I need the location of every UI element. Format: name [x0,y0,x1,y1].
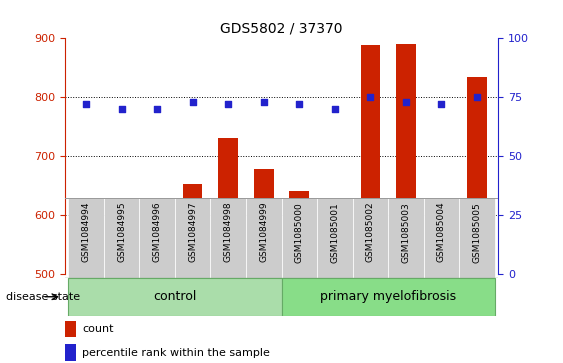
Text: GSM1084998: GSM1084998 [224,202,233,262]
Point [437,101,446,107]
Bar [77,252,96,274]
Bar [423,198,459,278]
Text: control: control [153,290,196,303]
Point [224,101,233,107]
Point [188,99,197,105]
Bar [183,184,203,274]
Bar [352,198,388,278]
Text: percentile rank within the sample: percentile rank within the sample [82,348,270,358]
Bar [68,278,282,316]
Text: GSM1084996: GSM1084996 [153,202,162,262]
Text: GSM1085003: GSM1085003 [401,202,410,262]
Point [153,106,162,112]
Bar [140,198,175,278]
Point [330,106,339,112]
Title: GDS5802 / 37370: GDS5802 / 37370 [220,21,343,36]
Text: GSM1085002: GSM1085002 [366,202,375,262]
Bar [175,198,211,278]
Bar [148,244,167,274]
Text: GSM1085004: GSM1085004 [437,202,446,262]
Text: GSM1084999: GSM1084999 [259,202,268,262]
Point [259,99,268,105]
Text: GSM1084994: GSM1084994 [82,202,91,262]
Bar [388,198,423,278]
Bar [317,198,352,278]
Text: disease state: disease state [6,292,80,302]
Bar [218,138,238,274]
Bar [112,226,131,274]
Point [82,101,91,107]
Text: GSM1085001: GSM1085001 [330,202,339,262]
Text: GSM1085005: GSM1085005 [472,202,481,262]
Bar [396,44,415,274]
Bar [65,321,75,337]
Bar [246,198,282,278]
Bar [325,212,345,274]
Bar [65,344,75,361]
Text: GSM1084997: GSM1084997 [188,202,197,262]
Bar [360,45,380,274]
Point [117,106,126,112]
Text: count: count [82,324,114,334]
Text: GSM1085000: GSM1085000 [295,202,304,262]
Bar [467,77,486,274]
Text: primary myelofibrosis: primary myelofibrosis [320,290,456,303]
Point [472,94,481,100]
Point [366,94,375,100]
Bar [254,169,274,274]
Bar [282,278,495,316]
Point [295,101,304,107]
Bar [211,198,246,278]
Bar [104,198,140,278]
Text: GSM1084995: GSM1084995 [117,202,126,262]
Bar [432,215,451,274]
Bar [282,198,317,278]
Bar [289,192,309,274]
Bar [459,198,495,278]
Bar [68,198,104,278]
Point [401,99,410,105]
